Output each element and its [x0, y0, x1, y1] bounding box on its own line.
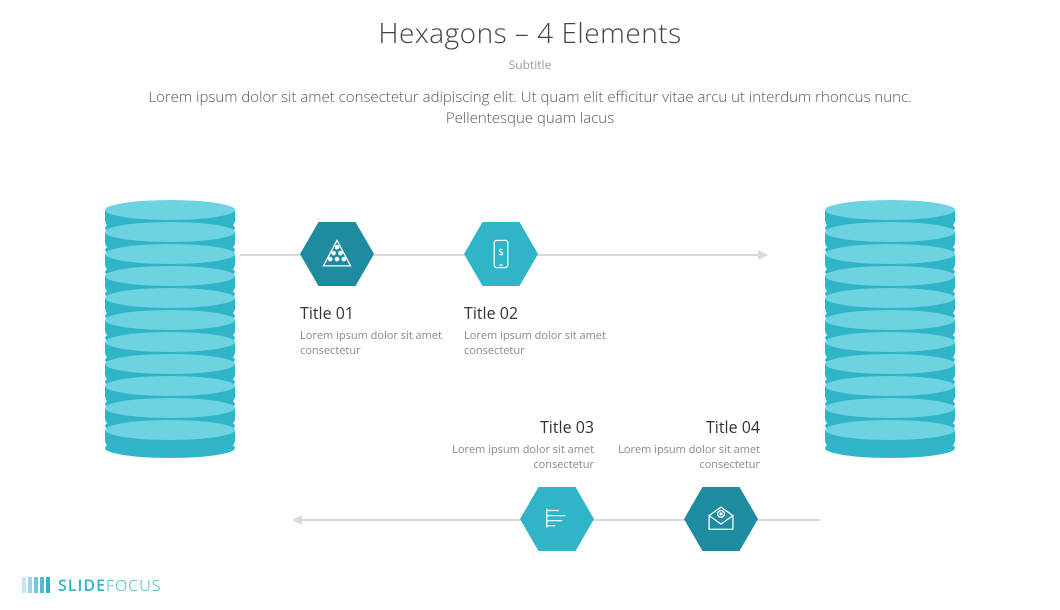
hex-phone-dollar-icon: $: [464, 222, 538, 286]
item-title: Title 04: [590, 416, 760, 438]
cylinder-disc: [825, 420, 955, 446]
item-body: Lorem ipsum dolor sit amet consectetur: [424, 442, 594, 473]
item-body: Lorem ipsum dolor sit amet consectetur: [464, 328, 634, 359]
hex-bars-icon: [520, 487, 594, 551]
item-title: Title 03: [424, 416, 594, 438]
cylinder-disc: [105, 420, 235, 446]
brand-text: SLIDEFOCUS: [58, 574, 161, 596]
diagram-stage: $ Title 01 Lorem ipsum dolor sit amet con…: [0, 184, 1060, 610]
item-body: Lorem ipsum dolor sit amet consectetur: [590, 442, 760, 473]
brand-light: FOCUS: [106, 574, 161, 596]
cylinder-stack-left: [105, 204, 235, 446]
hex-billiards-icon: [300, 222, 374, 286]
item-title: Title 01: [300, 302, 470, 324]
item-t4: Title 04 Lorem ipsum dolor sit amet conse…: [590, 416, 760, 473]
cylinder-stack-right: [825, 204, 955, 446]
brand-bars-icon: [22, 577, 50, 593]
item-title: Title 02: [464, 302, 634, 324]
item-t1: Title 01 Lorem ipsum dolor sit amet conse…: [300, 302, 470, 359]
hex-envelope-icon: [684, 487, 758, 551]
page-description: Lorem ipsum dolor sit amet consectetur a…: [140, 87, 920, 129]
svg-text:$: $: [498, 245, 504, 259]
item-t3: Title 03 Lorem ipsum dolor sit amet conse…: [424, 416, 594, 473]
item-t2: Title 02 Lorem ipsum dolor sit amet conse…: [464, 302, 634, 359]
page-subtitle: Subtitle: [0, 56, 1060, 73]
page-title: Hexagons – 4 Elements: [0, 14, 1060, 52]
brand-bold: SLIDE: [58, 574, 106, 596]
brand-logo: SLIDEFOCUS: [22, 574, 161, 596]
item-body: Lorem ipsum dolor sit amet consectetur: [300, 328, 470, 359]
